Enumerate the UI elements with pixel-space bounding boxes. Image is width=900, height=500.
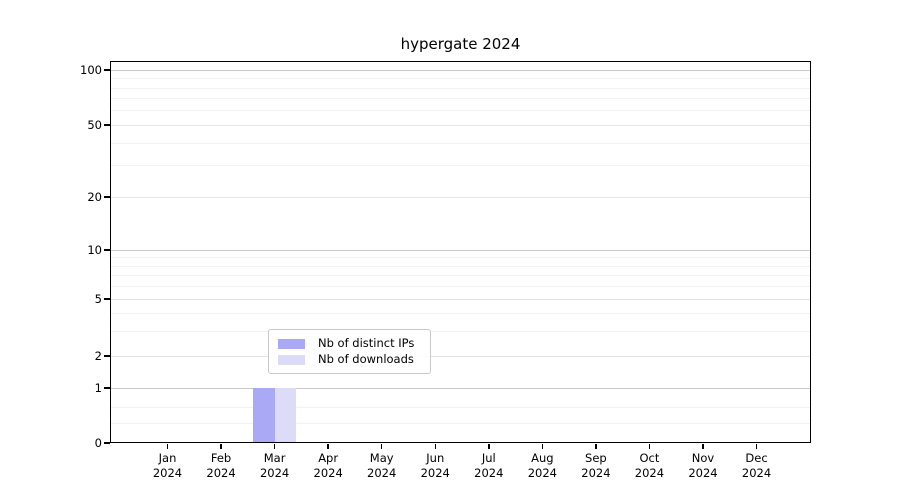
gridline — [110, 257, 811, 258]
y-axis-tick — [104, 196, 110, 198]
x-axis-tick — [273, 443, 276, 449]
x-axis-tick — [488, 443, 490, 449]
legend: Nb of distinct IPs Nb of downloads — [268, 329, 431, 374]
y-axis-tick — [104, 442, 110, 444]
gridline — [110, 266, 811, 267]
chart-title: hypergate 2024 — [400, 35, 521, 53]
gridline — [110, 98, 811, 99]
y-axis-tick-label: 2 — [94, 348, 102, 363]
gridline — [110, 88, 811, 89]
x-axis-tick-label: Mar 2024 — [259, 451, 290, 480]
x-axis-tick-label: Dec 2024 — [741, 451, 772, 480]
gridline — [110, 313, 811, 314]
y-axis-tick — [104, 249, 110, 251]
x-axis-tick-label: Apr 2024 — [313, 451, 343, 480]
x-axis-tick-label: Jun 2024 — [420, 451, 450, 480]
y-axis-tick-label: 0 — [94, 435, 102, 450]
gridline — [110, 110, 811, 111]
gridline — [110, 388, 811, 389]
legend-swatch-distinct-ips — [278, 338, 305, 349]
y-axis-tick-label: 5 — [94, 291, 102, 306]
gridline — [110, 197, 811, 198]
gridline — [110, 286, 811, 287]
legend-label-distinct-ips: Nb of distinct IPs — [318, 336, 415, 350]
legend-item-downloads: Nb of downloads — [278, 353, 430, 366]
x-axis-tick — [220, 443, 222, 449]
gridline — [110, 78, 811, 79]
y-axis-tick — [104, 298, 110, 300]
x-axis-tick — [166, 443, 169, 449]
bar-downloads — [274, 388, 297, 443]
gridline — [110, 143, 811, 144]
legend-item-distinct-ips: Nb of distinct IPs — [278, 337, 430, 350]
gridline — [110, 423, 811, 424]
x-axis-tick-label: Oct 2024 — [634, 451, 665, 480]
x-axis-tick — [755, 443, 758, 449]
x-axis-tick — [541, 443, 544, 449]
x-axis-tick — [702, 443, 704, 449]
gridline — [110, 299, 811, 300]
y-axis-tick-label: 100 — [80, 62, 102, 77]
x-axis-tick-label: Nov 2024 — [688, 451, 718, 480]
x-axis-tick-label: May 2024 — [367, 451, 397, 480]
x-axis-tick-label: Jan 2024 — [152, 451, 183, 480]
y-axis-tick — [104, 387, 110, 389]
gridline — [110, 250, 811, 251]
legend-label-downloads: Nb of downloads — [318, 352, 414, 366]
gridline — [110, 356, 811, 357]
y-axis-tick-label: 10 — [87, 242, 102, 257]
x-axis-tick — [434, 443, 436, 449]
gridline — [110, 407, 811, 408]
gridline — [110, 70, 811, 71]
gridline — [110, 275, 811, 276]
x-axis-tick-label: Aug 2024 — [527, 451, 557, 480]
y-axis-tick-label: 1 — [94, 380, 102, 395]
y-axis-tick-label: 50 — [87, 117, 102, 132]
x-axis-tick — [327, 443, 329, 449]
y-axis-tick — [104, 355, 110, 357]
gridline — [110, 331, 811, 332]
x-axis-tick — [648, 443, 651, 449]
gridline — [110, 165, 811, 166]
plot-area — [110, 61, 811, 443]
y-axis-tick — [104, 124, 110, 126]
bar-distinct-ips — [253, 388, 275, 443]
y-axis-tick-label: 20 — [87, 189, 102, 204]
x-axis-tick — [595, 443, 597, 449]
legend-swatch-downloads — [278, 354, 305, 365]
x-axis-tick-label: Jul 2024 — [474, 451, 504, 480]
x-axis-tick-label: Feb 2024 — [206, 451, 236, 480]
x-axis-tick — [380, 443, 383, 449]
x-axis-tick-label: Sep 2024 — [581, 451, 611, 480]
gridline — [110, 125, 811, 126]
y-axis-tick — [104, 69, 110, 71]
